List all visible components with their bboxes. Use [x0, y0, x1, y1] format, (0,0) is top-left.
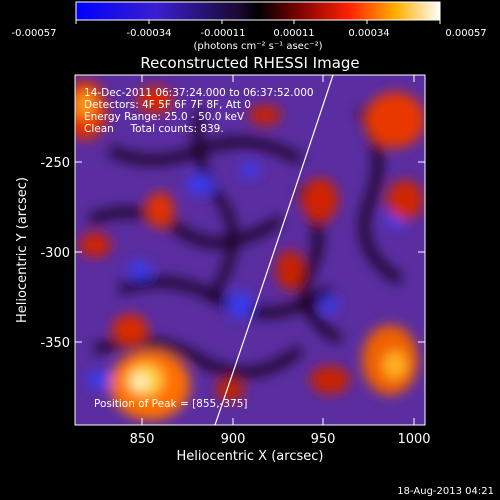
- y-tick-label: -300: [40, 246, 70, 261]
- y-axis-ticks: [75, 161, 425, 343]
- x-axis-ticks: [141, 75, 415, 425]
- colorbar-tick-label: -0.00034: [127, 28, 172, 39]
- y-tick-label: -250: [40, 156, 70, 171]
- colorbar-tick-label: 0.00034: [348, 28, 389, 39]
- x-tick-label: 900: [221, 432, 246, 447]
- y-tick-label: -350: [40, 336, 70, 351]
- colorbar: [75, 1, 441, 21]
- colorbar-unit-label: (photons cm⁻² s⁻¹ asec⁻²): [193, 41, 322, 52]
- x-tick-label: 1000: [397, 432, 430, 447]
- plot-frame: [74, 74, 426, 426]
- peak-position-label: Position of Peak = [855,-375]: [94, 398, 248, 410]
- solar-limb: [214, 75, 334, 425]
- colorbar-tick-label: -0.00057: [12, 28, 57, 39]
- info-detectors: Detectors: 4F 5F 6F 7F 8F, Att 0: [84, 99, 251, 111]
- colorbar-ticks: [75, 20, 441, 24]
- x-tick-label: 850: [130, 432, 155, 447]
- footer-date: 18-Aug-2013 04:21: [397, 486, 494, 497]
- info-energy-range: Energy Range: 25.0 - 50.0 keV: [84, 111, 245, 123]
- colorbar-tick-label: -0.00011: [201, 28, 246, 39]
- colorbar-tick-label: 0.00011: [273, 28, 314, 39]
- info-time-range: 14-Dec-2011 06:37:24.000 to 06:37:52.000: [84, 87, 314, 99]
- x-axis-label: Heliocentric X (arcsec): [177, 449, 324, 464]
- plot-title: Reconstructed RHESSI Image: [140, 54, 359, 72]
- rhessi-image: [75, 75, 425, 425]
- colorbar-tick-label: 0.00057: [445, 28, 486, 39]
- y-axis-label: Heliocentric Y (arcsec): [15, 177, 30, 323]
- info-clean-counts: Clean Total counts: 839.: [84, 123, 224, 135]
- x-tick-label: 950: [311, 432, 336, 447]
